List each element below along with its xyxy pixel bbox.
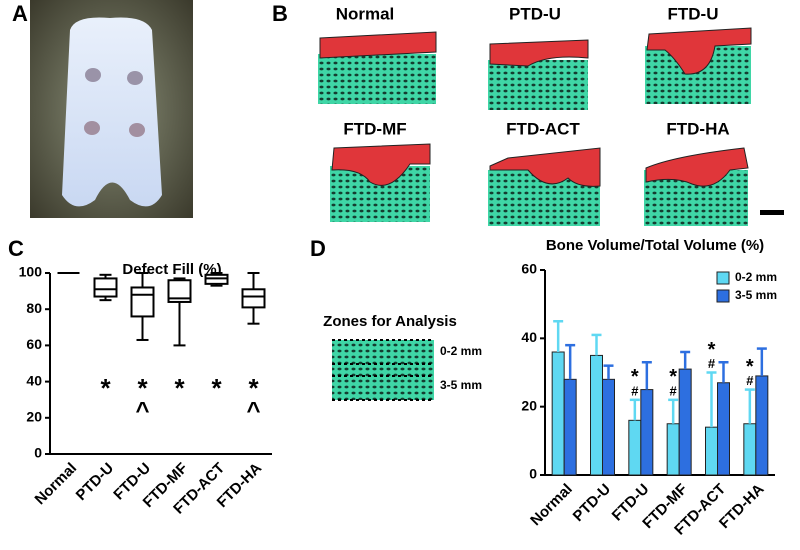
bar (602, 378, 615, 476)
box (241, 288, 266, 309)
bar (563, 378, 577, 476)
box (130, 286, 155, 318)
significance: * (248, 373, 259, 403)
x-tick-label: Normal (527, 481, 576, 530)
y-tick-label: 20 (521, 397, 537, 413)
x-tick-label: PTD-U (570, 481, 614, 525)
y-tick-label: 80 (26, 300, 42, 316)
bar (678, 368, 692, 476)
bar (551, 351, 565, 476)
bar (717, 382, 730, 476)
ct-label: FTD-HA (666, 119, 729, 138)
bar (590, 354, 603, 476)
zone-label: 0-2 mm (440, 344, 482, 358)
panel-label: B (272, 1, 288, 26)
bar (666, 423, 680, 476)
y-tick-label: 0 (34, 445, 42, 461)
ct-label: FTD-MF (343, 119, 406, 138)
legend-swatch (716, 271, 730, 285)
box (93, 277, 118, 298)
x-tick-label: Normal (32, 460, 81, 509)
legend-label: 3-5 mm (735, 288, 777, 302)
bar (743, 423, 757, 476)
chart-title: Bone Volume/Total Volume (%) (546, 237, 764, 254)
legend-swatch (716, 289, 730, 303)
ct-label: PTD-U (509, 4, 561, 23)
ct-label: FTD-ACT (506, 119, 580, 138)
legend-label: 0-2 mm (735, 270, 777, 284)
y-tick-label: 20 (26, 409, 42, 425)
ct-label: Normal (336, 4, 395, 23)
zone-label: 3-5 mm (440, 378, 482, 392)
significance: * (100, 373, 111, 403)
panel-label: C (8, 236, 24, 261)
ct-images (318, 27, 784, 226)
significance: * (631, 366, 639, 388)
significance: * (669, 366, 677, 388)
x-tick-label: PTD-U (73, 460, 117, 504)
significance: * (137, 373, 148, 403)
panel-label: A (12, 1, 28, 26)
zones-title: Zones for Analysis (323, 313, 457, 330)
panel-label: D (310, 236, 326, 261)
y-tick-label: 40 (521, 329, 537, 345)
significance: ^ (246, 397, 260, 424)
bar (640, 389, 654, 476)
bar (628, 419, 642, 476)
zones-diagram (332, 339, 434, 401)
photo (30, 0, 193, 218)
significance: * (746, 356, 754, 378)
box (167, 279, 192, 303)
significance: * (708, 339, 716, 361)
y-tick-label: 60 (521, 261, 537, 277)
significance: * (174, 373, 185, 403)
y-tick-label: 60 (26, 336, 42, 352)
significance: ^ (135, 397, 149, 424)
significance: # (670, 383, 678, 398)
significance: # (746, 373, 754, 388)
bar (705, 426, 718, 476)
significance: # (631, 383, 639, 398)
bar (755, 375, 769, 476)
significance: # (708, 356, 716, 371)
y-tick-label: 100 (19, 264, 43, 280)
y-tick-label: 40 (26, 372, 42, 388)
y-tick-label: 0 (529, 466, 537, 482)
significance: * (211, 373, 222, 403)
ct-label: FTD-U (668, 4, 719, 23)
